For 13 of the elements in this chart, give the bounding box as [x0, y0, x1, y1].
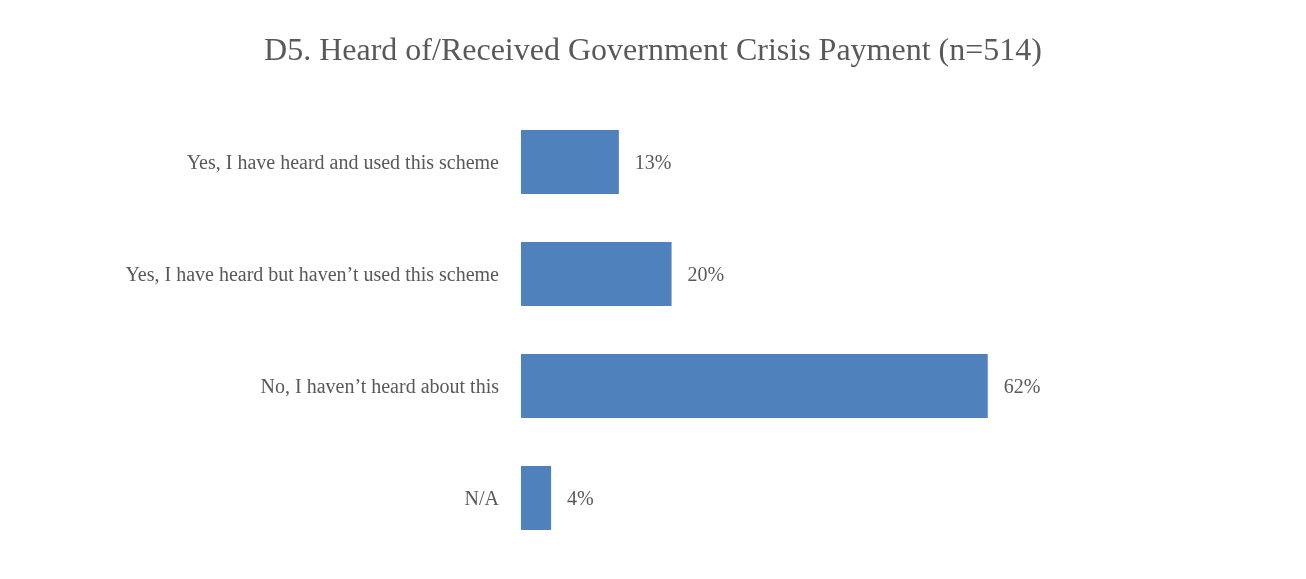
y-tick-label: Yes, I have heard and used this scheme — [186, 151, 500, 173]
bar — [521, 466, 552, 530]
data-label: 13% — [634, 151, 672, 173]
data-label: 4% — [567, 487, 594, 509]
bar — [521, 354, 988, 418]
data-label: 20% — [687, 263, 725, 285]
bar — [521, 130, 619, 194]
bar — [521, 242, 672, 306]
y-tick-label: Yes, I have heard but haven’t used this scheme — [125, 263, 500, 285]
data-label: 62% — [1003, 375, 1041, 397]
y-tick-label: No, I haven’t heard about this — [260, 375, 500, 397]
y-tick-label: N/A — [464, 487, 500, 509]
chart-title: D5. Heard of/Received Government Crisis Payment (n=514) — [264, 31, 1042, 67]
